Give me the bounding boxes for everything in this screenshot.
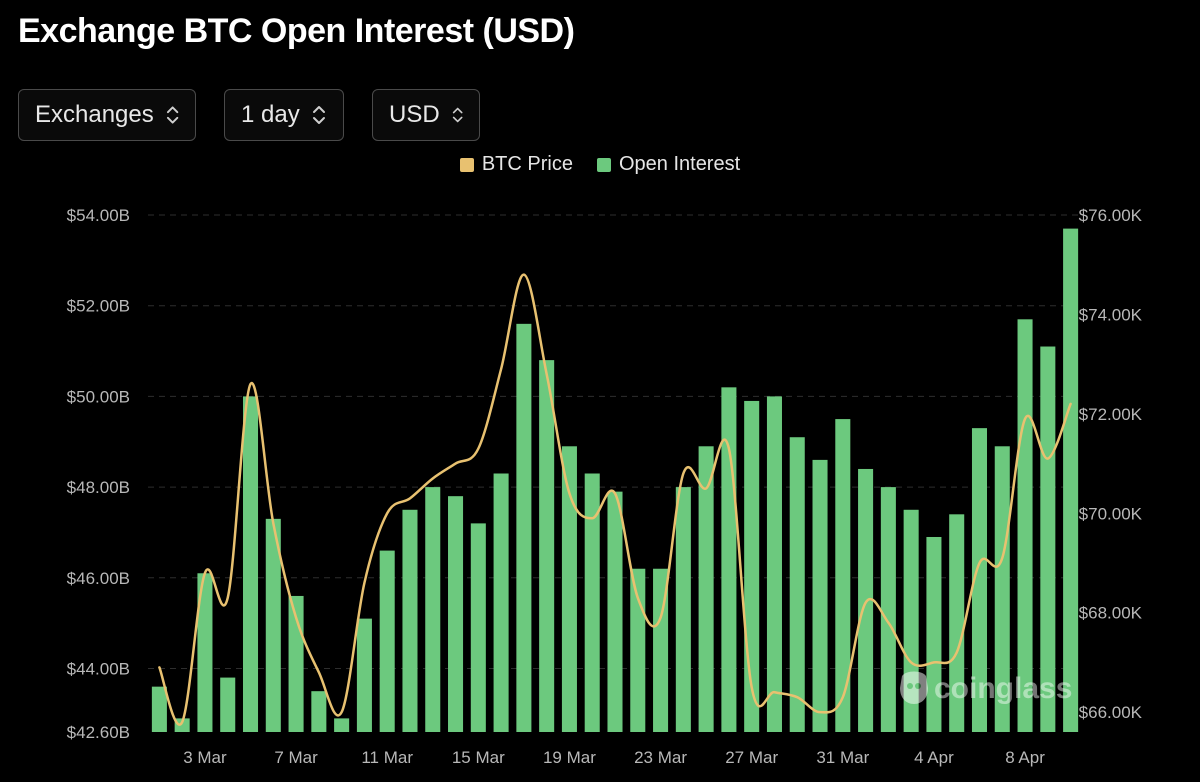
x-axis-tick-label: 7 Mar — [274, 748, 318, 767]
open-interest-bar[interactable] — [174, 718, 190, 732]
interval-select-label: 1 day — [241, 101, 300, 128]
right-axis-ticks: $66.00K $68.00K $70.00K $72.00K $74.00K $76.0… — [1079, 206, 1143, 722]
chevron-up-down-icon — [452, 107, 463, 123]
btc-price-line-layer — [158, 273, 1072, 726]
open-interest-bar[interactable] — [926, 536, 942, 732]
open-interest-bar[interactable] — [630, 568, 646, 732]
left-axis-tick-label: $48.00B — [67, 478, 130, 497]
right-axis-tick-label: $68.00K — [1079, 604, 1143, 623]
x-axis-tick-label: 27 Mar — [725, 748, 778, 767]
watermark-text: coinglass — [934, 672, 1072, 705]
page-title: Exchange BTC Open Interest (USD) — [18, 12, 575, 50]
right-axis-tick-label: $76.00K — [1079, 206, 1143, 225]
open-interest-bar[interactable] — [311, 691, 327, 732]
open-interest-bar[interactable] — [1017, 319, 1033, 732]
open-interest-bar[interactable] — [584, 473, 600, 733]
open-interest-bar[interactable] — [994, 446, 1010, 732]
legend-swatch-open-interest — [596, 157, 611, 172]
btc-price-line[interactable] — [158, 273, 1072, 726]
open-interest-bar[interactable] — [516, 323, 532, 732]
left-axis-tick-label: $46.00B — [67, 569, 130, 588]
open-interest-bar[interactable] — [493, 473, 509, 733]
coinglass-logo-icon — [900, 671, 928, 704]
x-axis-tick-label: 4 Apr — [914, 748, 954, 767]
open-interest-bar[interactable] — [425, 487, 441, 732]
legend-swatch-btc-price — [459, 157, 474, 172]
chevron-up-down-icon — [312, 106, 325, 124]
open-interest-bar[interactable] — [812, 459, 828, 732]
exchanges-select-label: Exchanges — [35, 101, 154, 128]
open-interest-bar[interactable] — [448, 496, 464, 732]
open-interest-bar[interactable] — [949, 514, 965, 732]
open-interest-bar[interactable] — [698, 446, 714, 732]
open-interest-bar[interactable] — [265, 518, 281, 732]
left-axis-tick-label: $44.00B — [67, 660, 130, 679]
open-interest-bar[interactable] — [835, 419, 851, 732]
open-interest-bar[interactable] — [197, 573, 213, 732]
right-axis-tick-label: $70.00K — [1079, 504, 1143, 523]
right-axis-tick-label: $66.00K — [1079, 703, 1143, 722]
x-axis-tick-label: 19 Mar — [543, 748, 596, 767]
open-interest-bar[interactable] — [334, 718, 350, 732]
interval-select[interactable]: 1 day — [224, 89, 344, 141]
left-axis-tick-label: $52.00B — [67, 297, 130, 316]
open-interest-bar[interactable] — [379, 550, 395, 732]
right-axis-tick-label: $74.00K — [1079, 305, 1143, 324]
left-axis-tick-label: $50.00B — [67, 387, 130, 406]
left-axis-ticks: $42.60B $44.00B $46.00B $48.00B $50.00B $52.0… — [67, 206, 130, 742]
open-interest-bar[interactable] — [607, 491, 623, 732]
open-interest-bar[interactable] — [766, 396, 782, 732]
right-axis-tick-label: $72.00K — [1079, 405, 1143, 424]
chart-legend: BTC Price Open Interest — [0, 153, 1200, 176]
open-interest-bar[interactable] — [561, 446, 577, 732]
chevron-up-down-icon — [166, 106, 179, 124]
open-interest-bar[interactable] — [402, 509, 418, 732]
x-axis-tick-label: 15 Mar — [452, 748, 505, 767]
open-interest-bar[interactable] — [242, 396, 259, 732]
x-axis-tick-label: 31 Mar — [816, 748, 869, 767]
x-axis-ticks: 3 Mar 7 Mar 11 Mar 15 Mar 19 Mar 23 Mar 27 Mar… — [183, 748, 1045, 767]
x-axis-tick-label: 23 Mar — [634, 748, 687, 767]
open-interest-bar[interactable] — [858, 468, 874, 732]
legend-label-btc-price: BTC Price — [481, 153, 573, 175]
open-interest-bar[interactable] — [675, 487, 691, 732]
currency-select-label: USD — [389, 101, 440, 128]
legend-item-btc-price[interactable]: BTC Price — [459, 153, 573, 176]
open-interest-bar[interactable] — [1063, 228, 1079, 732]
legend-label-open-interest: Open Interest — [618, 153, 741, 175]
currency-select[interactable]: USD — [372, 89, 480, 141]
open-interest-bar[interactable] — [470, 523, 486, 732]
open-interest-bar[interactable] — [151, 686, 167, 732]
open-interest-bars — [151, 228, 1079, 733]
exchanges-select[interactable]: Exchanges — [18, 89, 196, 141]
open-interest-bar[interactable] — [1040, 346, 1056, 732]
open-interest-bar[interactable] — [971, 428, 988, 732]
open-interest-bar[interactable] — [356, 618, 372, 732]
x-axis-tick-label: 11 Mar — [361, 748, 413, 767]
left-axis-tick-label: $54.00B — [67, 206, 130, 225]
left-axis-tick-label: $42.60B — [67, 723, 130, 742]
open-interest-bar[interactable] — [653, 568, 669, 732]
x-axis-tick-label: 3 Mar — [183, 748, 227, 767]
open-interest-bar[interactable] — [880, 487, 896, 732]
legend-item-open-interest[interactable]: Open Interest — [596, 153, 741, 176]
open-interest-bar[interactable] — [789, 437, 805, 732]
x-axis-tick-label: 8 Apr — [1005, 748, 1045, 767]
watermark: coinglass — [900, 671, 1072, 705]
open-interest-bar[interactable] — [539, 360, 555, 732]
open-interest-bar[interactable] — [220, 677, 236, 732]
